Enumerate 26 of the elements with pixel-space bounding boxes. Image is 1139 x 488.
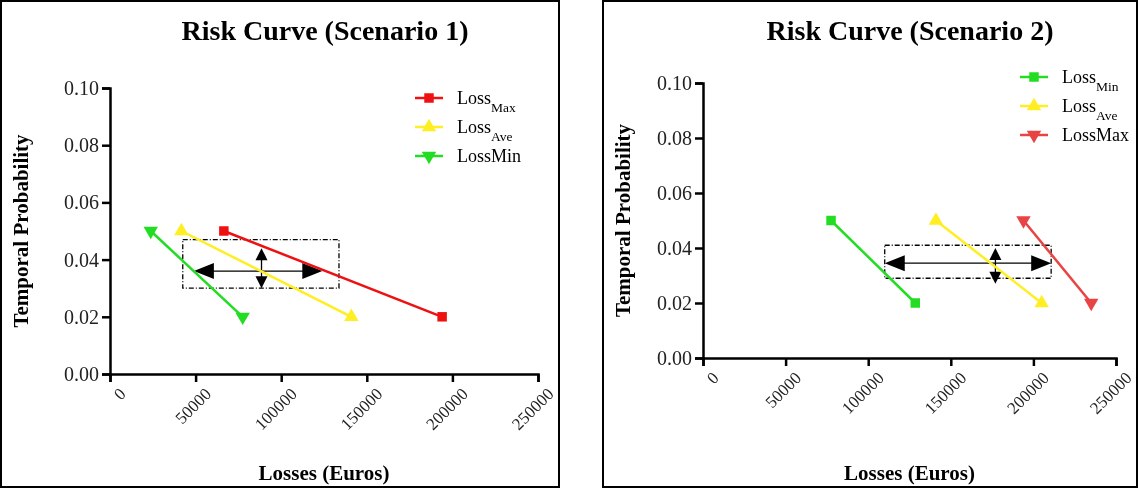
legend-label: Loss$_{Ave}$ [1062, 96, 1118, 123]
y-tick-label: 0.02 [657, 291, 692, 314]
legend-label: Loss$_{Min}$ [1062, 67, 1119, 94]
y-tick-label: 0.08 [64, 134, 99, 157]
x-tick-label: 0 [703, 368, 723, 388]
x-axis-title: Losses (Euros) [258, 461, 390, 485]
y-tick-label: 0.00 [657, 346, 692, 369]
y-tick-label: 0.06 [64, 191, 99, 214]
chart-title: Risk Curve (Scenario 2) [766, 15, 1054, 46]
y-tick-label: 0.10 [64, 76, 99, 99]
x-tick-label: 0 [110, 384, 130, 404]
y-tick-label: 0.08 [657, 126, 692, 149]
y-axis-title: Temporal Probability [9, 133, 33, 328]
x-axis-title: Losses (Euros) [844, 461, 975, 485]
y-tick-label: 0.06 [657, 181, 692, 204]
chart-title: Risk Curve (Scenario 1) [181, 15, 469, 46]
legend-label: Loss$_{Max}$ [457, 88, 517, 115]
legend-label: LossMin [457, 146, 522, 166]
y-tick-label: 0.10 [657, 71, 692, 94]
y-tick-label: 0.02 [64, 305, 99, 328]
legend-label: LossMax [1062, 125, 1129, 145]
legend-label: Loss$_{Ave}$ [457, 117, 513, 144]
y-tick-label: 0.04 [64, 248, 99, 271]
y-tick-label: 0.04 [657, 236, 692, 259]
y-tick-label: 0.00 [64, 362, 99, 385]
y-axis-title: Temporal Probability [611, 123, 635, 318]
